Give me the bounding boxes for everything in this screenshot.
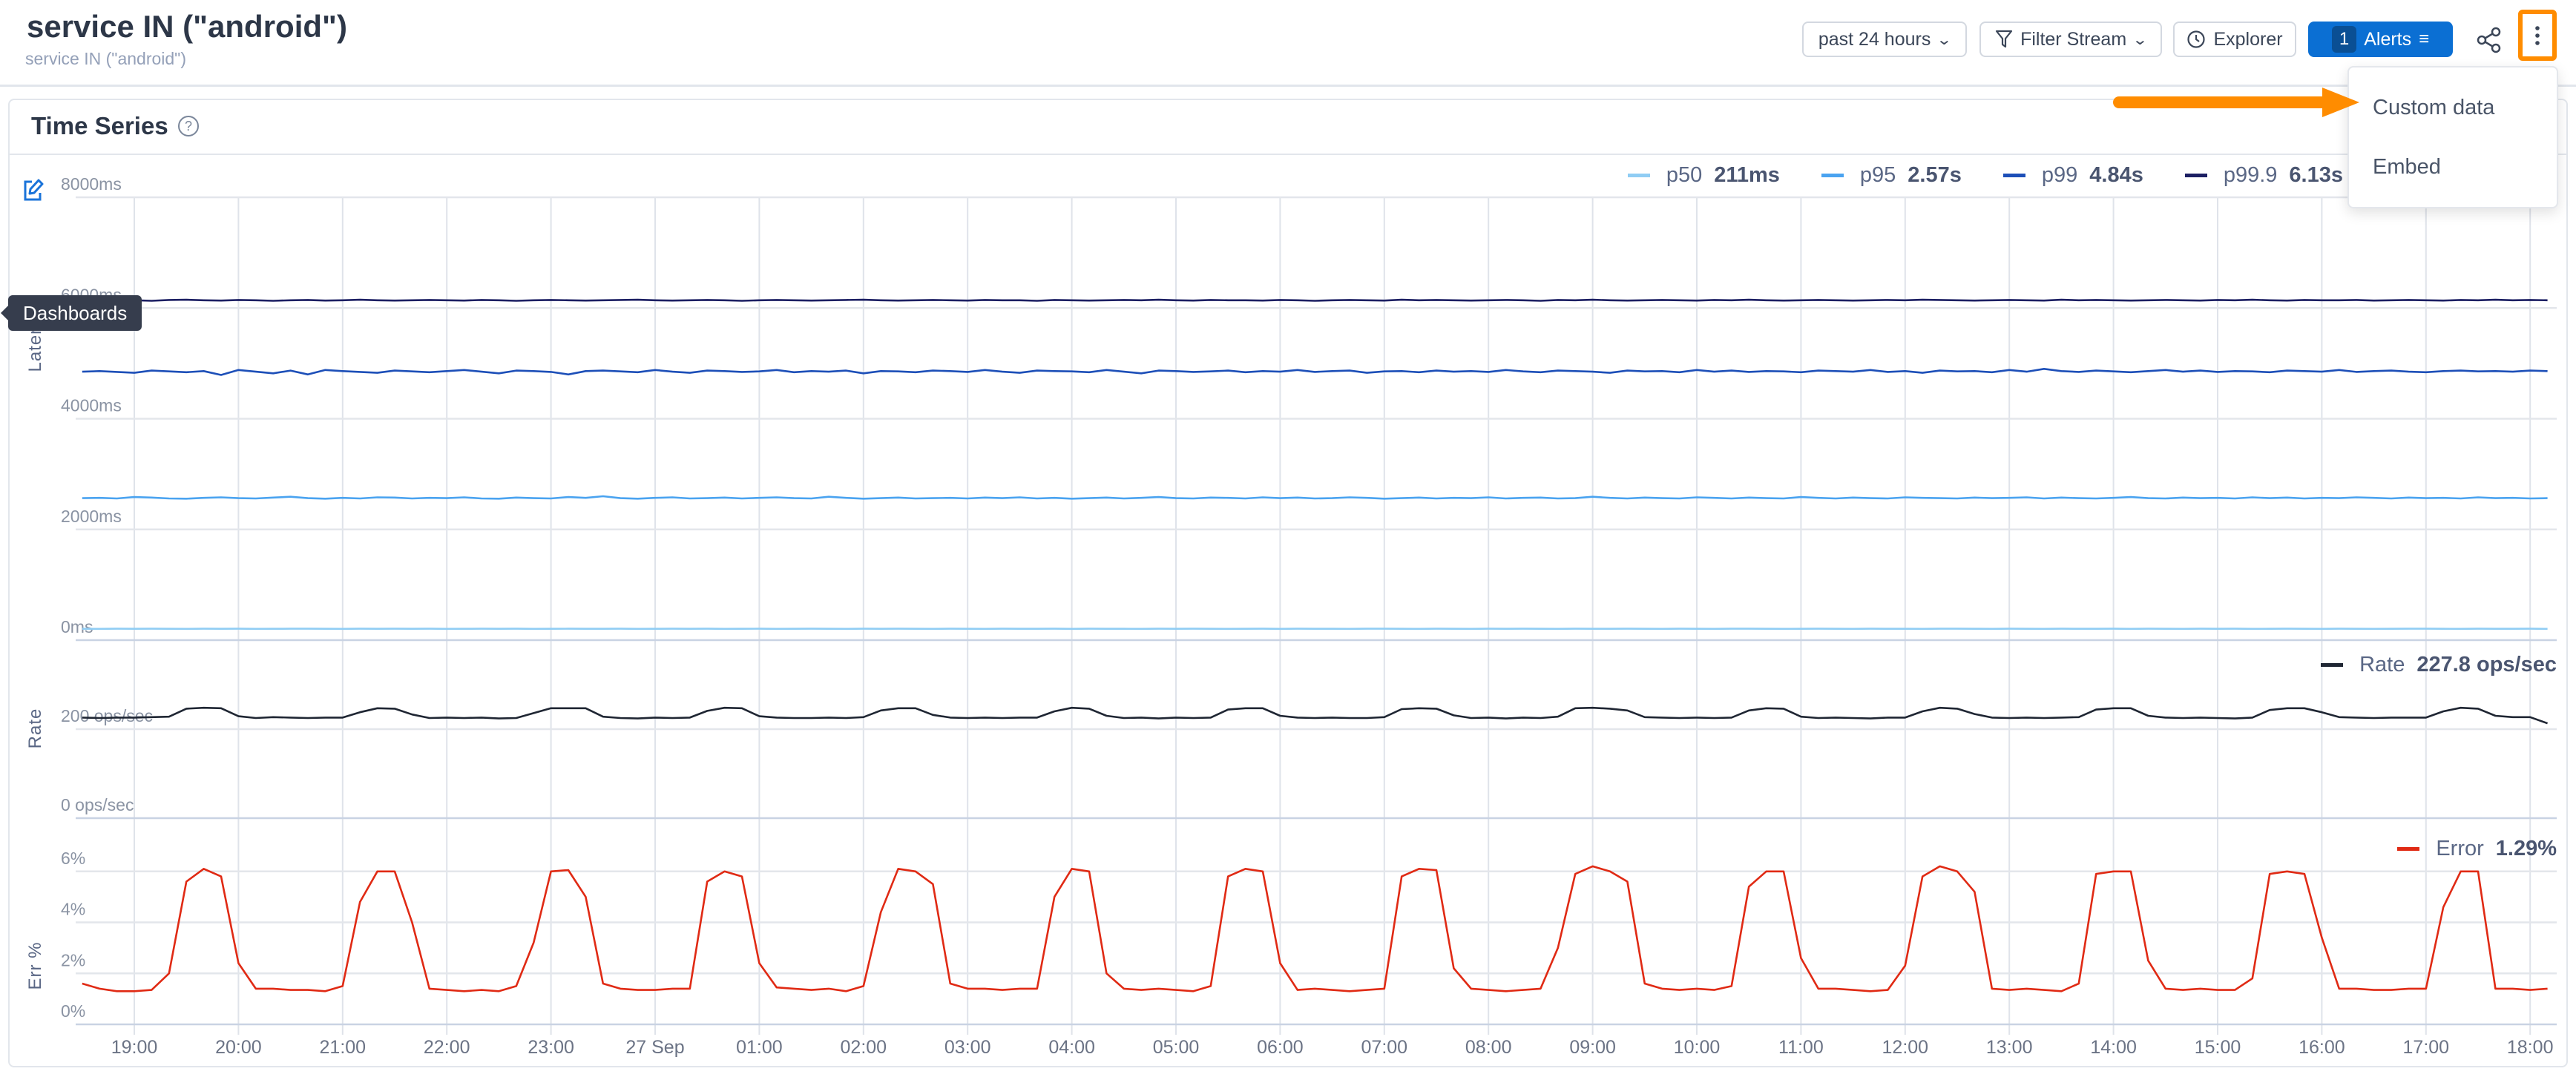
legend-value: 2.57s [1908, 163, 1962, 187]
legend-item-rate[interactable]: Rate 227.8 ops/sec [2321, 653, 2557, 677]
page-subtitle: service IN ("android") [25, 49, 187, 68]
latency-legend: p50 211ms p95 2.57s p99 4.84s p99.9 6.13s [1586, 163, 2343, 188]
legend-swatch [1627, 174, 1650, 177]
x-tick-label: 16:00 [2299, 1037, 2345, 1058]
y-tick-label: 4000ms [61, 396, 122, 415]
x-tick-label: 20:00 [215, 1037, 262, 1058]
list-icon: ≡ [2419, 29, 2430, 49]
legend-value: 1.29% [2495, 837, 2557, 860]
legend-item-p99-9[interactable]: p99.9 6.13s [2184, 163, 2343, 188]
legend-swatch [2397, 847, 2420, 851]
filter-stream-label: Filter Stream [2020, 28, 2127, 50]
x-tick-label: 05:00 [1153, 1037, 1200, 1058]
legend-swatch [2321, 663, 2344, 667]
menu-item-custom-data[interactable]: Custom data [2373, 96, 2495, 119]
panel-title: Time Series [31, 112, 168, 139]
page-title: service IN ("android") [27, 9, 347, 44]
menu-item-embed[interactable]: Embed [2373, 155, 2441, 179]
rate-axis-label: Rate [25, 708, 45, 749]
explorer-label: Explorer [2213, 28, 2283, 50]
series-line-p95 [82, 495, 2548, 500]
x-tick-label: 02:00 [841, 1037, 887, 1058]
legend-swatch [2184, 174, 2207, 177]
explorer-button[interactable]: Explorer [2173, 22, 2296, 57]
x-tick-label: 06:00 [1257, 1037, 1304, 1058]
series-line-rate [82, 706, 2549, 725]
header-divider [0, 85, 2576, 87]
filter-icon [1995, 30, 2013, 48]
x-tick-label: 07:00 [1361, 1037, 1408, 1058]
x-tick-label: 22:00 [424, 1037, 470, 1058]
error-legend: Error 1.29% [2356, 837, 2557, 861]
legend-label: p99 [2041, 163, 2078, 187]
legend-value: 6.13s [2289, 163, 2343, 187]
x-tick-label: 15:00 [2195, 1037, 2241, 1058]
legend-item-error[interactable]: Error 1.29% [2397, 837, 2557, 861]
x-tick-label: 01:00 [736, 1037, 783, 1058]
kebab-icon [2535, 25, 2540, 45]
x-tick-label: 03:00 [944, 1037, 991, 1058]
x-tick-label: 18:00 [2507, 1037, 2554, 1058]
chevron-down-icon: ⌄ [2132, 31, 2149, 48]
time-range-dropdown[interactable]: past 24 hours ⌄ [1802, 22, 1967, 57]
legend-label: Rate [2359, 653, 2405, 676]
dashboards-tooltip: Dashboards [0, 295, 142, 331]
x-tick-label: 13:00 [1986, 1037, 2033, 1058]
time-range-label: past 24 hours [1818, 28, 1931, 50]
y-tick-label: 6% [61, 849, 85, 868]
x-tick-label: 19:00 [111, 1037, 158, 1058]
legend-label: Error [2436, 837, 2484, 860]
chevron-down-icon: ⌄ [1936, 31, 1953, 48]
x-tick-label: 17:00 [2403, 1037, 2450, 1058]
y-tick-label: 2000ms [61, 507, 122, 526]
y-tick-label: 8000ms [61, 174, 122, 194]
x-tick-label: 08:00 [1465, 1037, 1512, 1058]
x-tick-label: 27 Sep [625, 1037, 684, 1058]
more-options-button[interactable] [2518, 10, 2557, 61]
y-tick-label: 4% [61, 900, 85, 919]
x-tick-label: 21:00 [320, 1037, 367, 1058]
legend-swatch [2002, 174, 2025, 177]
x-tick-label: 14:00 [2090, 1037, 2137, 1058]
time-series-panel [8, 99, 2568, 1067]
y-tick-label: 2% [61, 950, 85, 969]
x-tick-label: 23:00 [528, 1037, 574, 1058]
legend-item-p95[interactable]: p95 2.57s [1821, 163, 1962, 188]
alerts-count-badge: 1 [2331, 26, 2357, 53]
legend-item-p99[interactable]: p99 4.84s [2002, 163, 2143, 188]
legend-value: 211ms [1714, 163, 1780, 187]
legend-swatch [1821, 174, 1844, 177]
share-icon[interactable] [2474, 25, 2504, 55]
more-options-menu: Custom data Embed [2347, 66, 2558, 208]
y-tick-label: 0ms [61, 617, 93, 636]
alerts-label: Alerts [2364, 28, 2412, 50]
series-line-p99 [82, 367, 2548, 376]
y-tick-label: 200 ops/sec [61, 706, 153, 725]
x-tick-label: 12:00 [1882, 1037, 1929, 1058]
x-tick-label: 10:00 [1674, 1037, 1721, 1058]
edit-icon[interactable] [22, 178, 45, 202]
panel-divider [10, 154, 2566, 155]
help-icon[interactable]: ? [178, 116, 199, 136]
x-tick-label: 09:00 [1569, 1037, 1616, 1058]
legend-item-p50[interactable]: p50 211ms [1627, 163, 1780, 188]
y-tick-label: 0% [61, 1001, 85, 1021]
x-tick-label: 11:00 [1778, 1037, 1824, 1058]
annotation-arrow-icon [2113, 88, 2359, 117]
rate-legend: Rate 227.8 ops/sec [2279, 653, 2557, 677]
x-tick-label: 04:00 [1048, 1037, 1095, 1058]
y-tick-label: 0 ops/sec [61, 795, 134, 814]
legend-value: 4.84s [2089, 163, 2143, 187]
alerts-button[interactable]: 1 Alerts ≡ [2308, 22, 2453, 57]
legend-label: p50 [1666, 163, 1703, 187]
legend-label: p95 [1859, 163, 1896, 187]
legend-value: 227.8 ops/sec [2416, 653, 2557, 676]
series-line-error [82, 865, 2548, 992]
filter-stream-button[interactable]: Filter Stream ⌄ [1979, 22, 2162, 57]
error-axis-label: Err % [25, 941, 45, 990]
clock-icon [2187, 30, 2206, 48]
legend-label: p99.9 [2223, 163, 2278, 187]
